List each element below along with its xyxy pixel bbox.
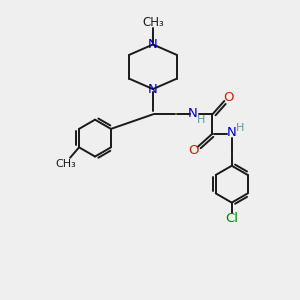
Text: CH₃: CH₃: [142, 16, 164, 29]
Text: H: H: [197, 115, 205, 125]
Text: H: H: [236, 123, 244, 133]
Text: CH₃: CH₃: [55, 159, 76, 169]
Text: Cl: Cl: [225, 212, 238, 226]
Text: O: O: [224, 92, 234, 104]
Text: O: O: [188, 143, 198, 157]
Text: N: N: [188, 107, 198, 120]
Text: N: N: [148, 38, 158, 51]
Text: N: N: [148, 82, 158, 96]
Text: N: N: [227, 126, 237, 139]
